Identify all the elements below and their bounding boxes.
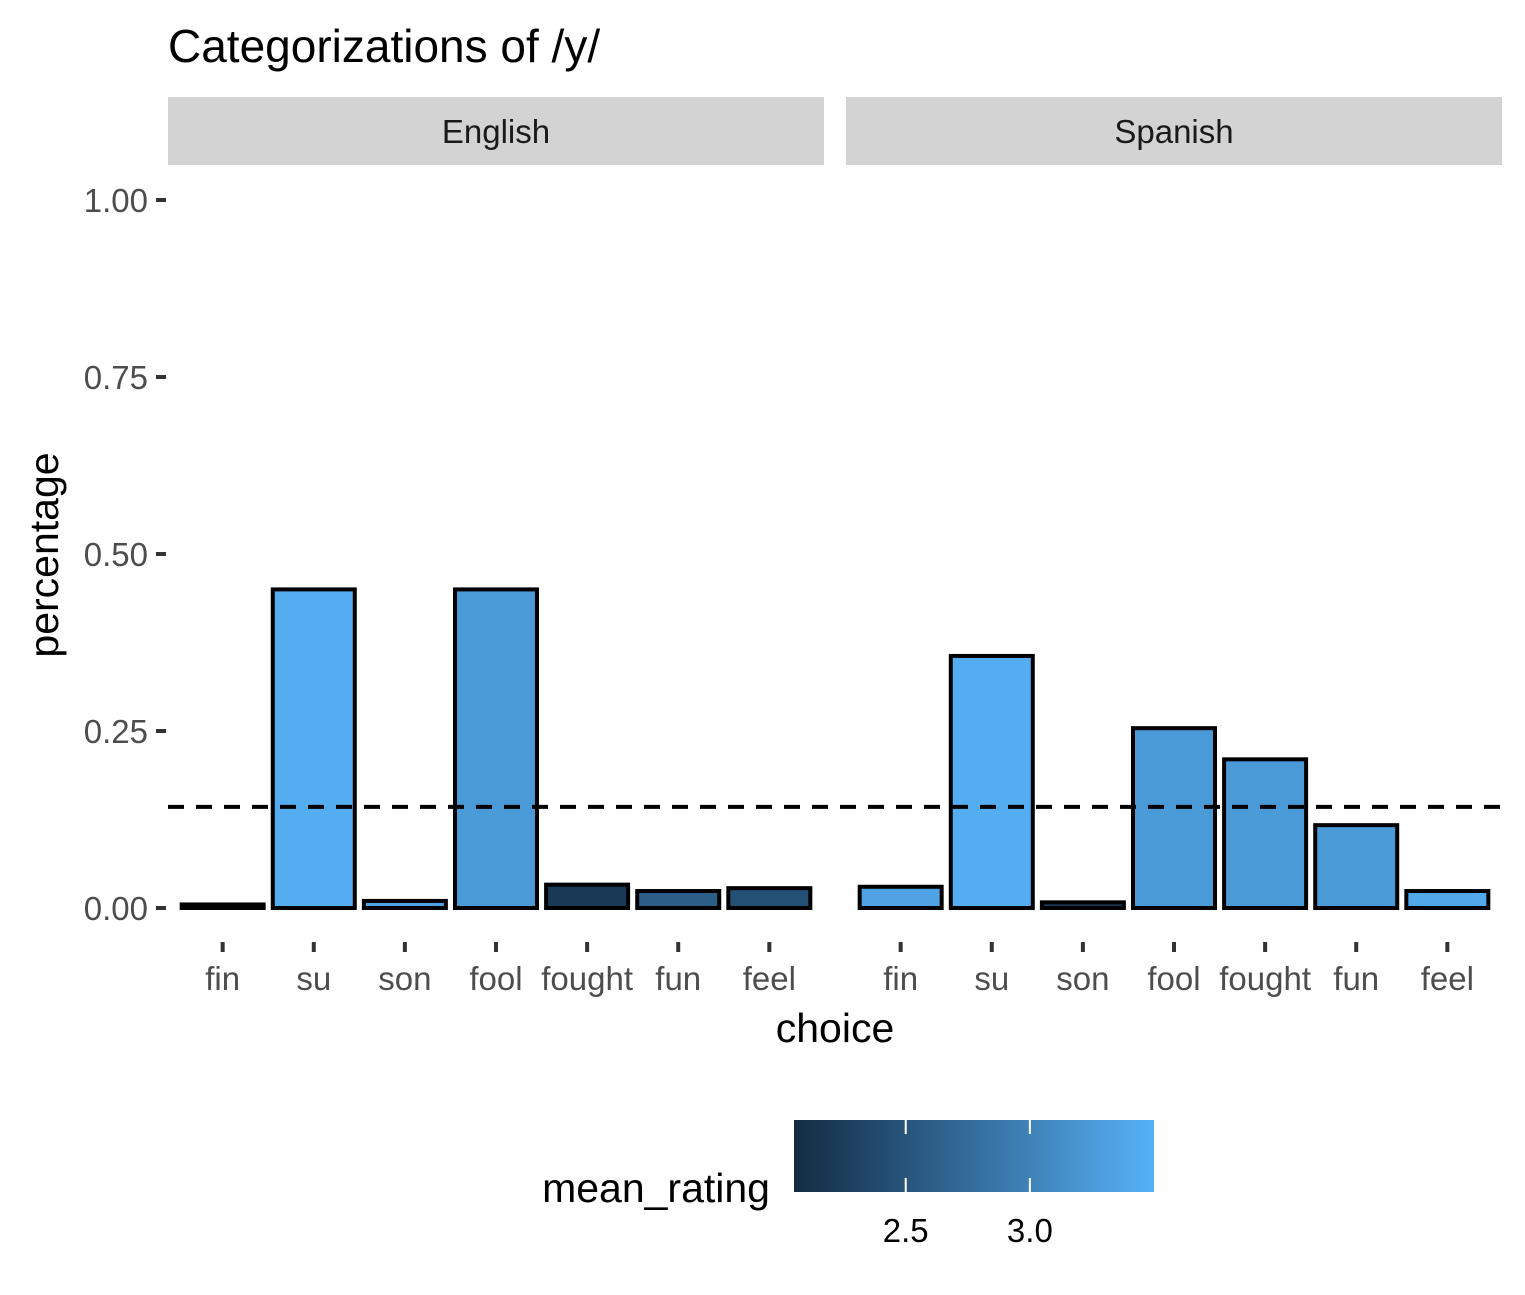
legend-tick-label: 2.5: [883, 1212, 929, 1249]
x-axis-title: choice: [776, 1005, 895, 1051]
y-axis-title: percentage: [21, 452, 67, 657]
bar-feel: [726, 886, 813, 911]
bar-son: [361, 898, 448, 910]
y-tick-label: 1.00: [84, 182, 148, 219]
panels: English fin su son fool fought fun feel Spanish f…: [168, 97, 1502, 997]
x-tick-label-fin: fin: [205, 960, 240, 997]
facet-strip: [168, 97, 824, 165]
legend-tick-label: 3.0: [1007, 1212, 1053, 1249]
x-tick-label-su: su: [974, 960, 1009, 997]
bar-fin: [179, 902, 266, 911]
bar-fool: [1131, 726, 1217, 911]
x-tick-label-feel: feel: [1421, 960, 1474, 997]
facet-strip-label: English: [442, 113, 550, 150]
x-tick-label-fin: fin: [883, 960, 918, 997]
x-tick-label-fun: fun: [655, 960, 701, 997]
bar-su: [270, 587, 357, 911]
x-tick-label-feel: feel: [743, 960, 796, 997]
y-tick-label: 0.00: [84, 890, 148, 927]
bar-fin: [857, 884, 944, 911]
bar-fought: [1222, 757, 1309, 910]
x-tick-label-fool: fool: [1147, 960, 1200, 997]
bar-fought: [544, 882, 631, 910]
y-tick-label: 0.50: [84, 536, 148, 573]
y-tick-label: 0.25: [84, 713, 148, 750]
facet-strip: [846, 97, 1502, 165]
y-tick-label: 0.75: [84, 359, 148, 396]
y-axis: 0.00 0.25 0.50 0.75 1.00: [84, 182, 166, 927]
x-tick-label-su: su: [296, 960, 331, 997]
x-tick-label-fun: fun: [1333, 960, 1379, 997]
bar-su: [948, 653, 1035, 911]
legend-colorbar: [794, 1120, 1154, 1192]
facet-strip-label: Spanish: [1114, 113, 1233, 150]
x-tick-label-son: son: [378, 960, 431, 997]
panel-spanish: Spanish fin su son fool fought fun feel: [846, 97, 1502, 997]
x-tick-label-fought: fought: [1219, 960, 1311, 997]
bar-son: [1039, 900, 1126, 910]
legend-title: mean_rating: [542, 1165, 770, 1211]
panel-english: English fin su son fool fought fun feel: [168, 97, 824, 997]
bar-feel: [1404, 889, 1491, 910]
x-tick-label-son: son: [1056, 960, 1109, 997]
x-tick-label-fought: fought: [541, 960, 633, 997]
bar-fun: [635, 889, 722, 910]
legend: mean_rating 2.5 3.0: [542, 1120, 1154, 1249]
x-tick-label-fool: fool: [469, 960, 522, 997]
bar-fun: [1313, 823, 1400, 910]
chart-title: Categorizations of /y/: [168, 20, 600, 72]
bar-fool: [453, 587, 539, 911]
